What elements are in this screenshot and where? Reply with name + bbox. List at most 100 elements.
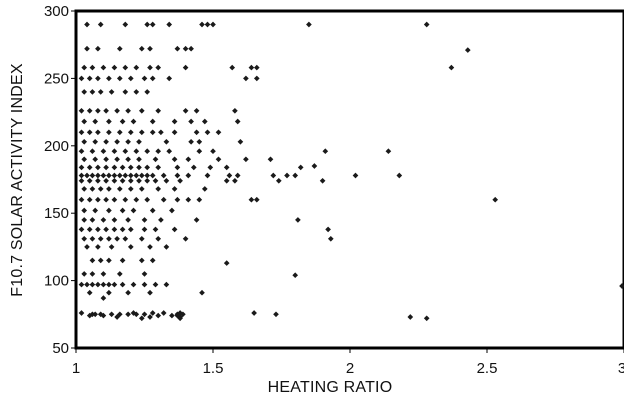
data-point [136,156,142,163]
data-point [100,148,107,155]
data-point [352,172,359,179]
data-point [81,64,88,71]
data-point [171,129,178,136]
data-point [237,138,244,145]
data-point [385,148,392,155]
data-point [207,164,214,171]
data-point [155,235,162,242]
data-point [215,156,222,163]
data-point [210,148,216,155]
data-point [423,21,430,28]
x-tick-label: 1.5 [203,360,224,377]
data-point [81,118,88,125]
data-point [155,64,162,71]
data-point [95,172,101,179]
data-point [160,310,167,316]
data-point [92,118,99,125]
data-point [111,217,118,223]
data-point [136,138,142,145]
data-point [171,156,178,163]
data-point [89,64,96,71]
data-point [141,271,148,277]
data-point [204,129,211,136]
data-point [127,244,134,250]
data-point [100,295,107,301]
data-point [174,196,181,203]
data-point [127,164,134,171]
data-point [253,196,260,203]
data-point [193,107,200,114]
data-point [147,64,153,71]
data-point [111,148,118,155]
data-point [111,177,118,184]
data-point [119,207,126,214]
data-point [311,163,318,169]
data-point [149,310,156,316]
data-point [97,21,104,28]
x-axis-title: HEATING RATIO [268,379,393,396]
data-point [97,235,104,242]
data-point [193,129,200,136]
data-point [234,118,241,125]
data-point [106,235,112,242]
data-point [133,148,140,155]
data-point [147,45,153,52]
data-point [78,226,85,233]
data-point [127,226,134,233]
data-point [92,207,99,214]
data-point [136,177,142,184]
data-point [116,186,123,192]
data-point [138,235,145,242]
data-point [81,156,88,163]
data-point [78,172,85,179]
data-point [158,217,164,223]
data-point [81,271,88,277]
data-point [84,244,90,250]
data-point [111,281,118,288]
data-point [103,156,109,163]
y-tick-label: 150 [44,205,69,222]
data-point [275,177,282,184]
data-point [130,281,137,288]
data-point [78,164,85,171]
data-point [78,129,85,136]
data-point [182,235,189,242]
data-point [122,89,129,95]
data-point [149,172,156,179]
data-point [199,289,205,296]
data-point [144,196,151,203]
data-point [89,89,96,95]
data-point [106,289,112,296]
data-point [273,311,279,318]
data-point [174,312,181,319]
data-point [144,21,151,28]
data-point [190,164,197,171]
data-point [103,177,109,184]
data-point [81,138,88,145]
data-point [86,107,93,114]
data-point [95,281,101,288]
data-point [243,75,249,82]
data-point [152,156,159,163]
data-point [89,257,96,264]
data-point [97,257,104,264]
data-point [122,21,129,28]
data-point [106,186,112,192]
y-tick-label: 250 [44,70,69,87]
data-point [182,45,189,52]
data-point [234,172,241,179]
data-point [119,257,126,264]
data-point [144,89,151,95]
data-point [114,107,120,114]
data-point [100,271,107,277]
data-point [92,138,99,145]
data-point [166,21,173,28]
data-point [180,311,186,318]
data-point [182,64,189,71]
data-point [95,177,101,184]
data-point [174,164,181,171]
data-point [97,311,104,318]
data-point [116,271,123,277]
data-point [149,75,156,82]
data-point [185,156,192,163]
